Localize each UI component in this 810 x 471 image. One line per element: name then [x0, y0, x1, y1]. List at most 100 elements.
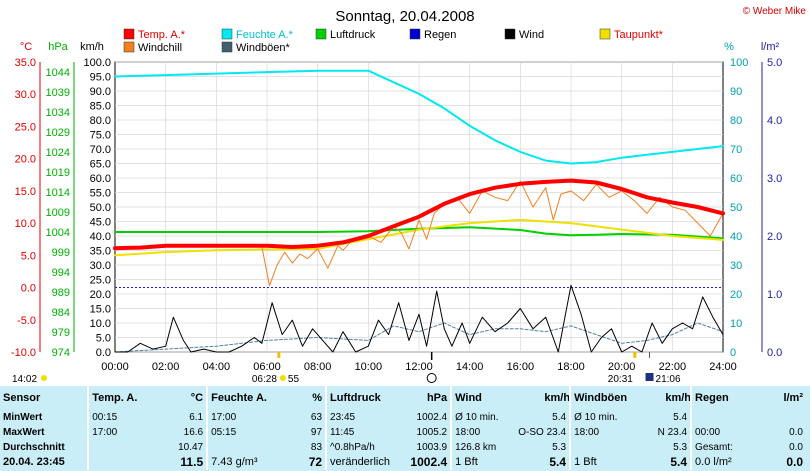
wind-value: 5.4	[549, 455, 567, 469]
gust-time: 18:00	[569, 425, 612, 440]
series-layer	[113, 69, 725, 353]
tick-label: 0.0	[96, 347, 111, 359]
temp-time: 00:15	[87, 410, 156, 425]
wind-distance: 126.8 km	[450, 440, 542, 455]
x-tick-label: 08:00	[304, 361, 332, 373]
legend-label: Windböen*	[236, 42, 291, 54]
hum-value: 97	[310, 427, 323, 438]
gust-value: 5.4	[673, 412, 688, 423]
legend-label: Luftdruck	[330, 29, 376, 41]
rain-value	[753, 410, 806, 425]
tick-label: 90.0	[90, 86, 111, 98]
legend-swatch	[409, 28, 421, 40]
tick-label: -10.0	[11, 347, 36, 359]
temp-unit: °C	[190, 392, 204, 404]
tick-label: 10	[730, 318, 742, 330]
clock-icon	[426, 373, 437, 383]
tick-label: 70.0	[90, 144, 111, 156]
wind-header: Wind	[450, 386, 542, 410]
tick-label: 0	[730, 347, 736, 359]
legend-swatch	[504, 28, 516, 40]
wind-dir-value: O-SO 23.4	[518, 427, 567, 438]
wind-axis-label: km/h	[80, 41, 104, 53]
x-tick-label: 04:00	[203, 361, 231, 373]
legend-label: Wind	[519, 29, 544, 41]
rain-axis-label: l/m²	[761, 41, 780, 53]
tick-label: 30.0	[90, 260, 111, 272]
tick-label: 15.0	[15, 186, 36, 198]
tick-label: 80.0	[90, 115, 111, 127]
tick-label: 50.0	[90, 202, 111, 214]
tick-label: 3.0	[767, 173, 782, 185]
hum-value: 63	[310, 412, 323, 423]
x-tick-label: 22:00	[659, 361, 687, 373]
rain-total-label: Gesamt:	[690, 440, 753, 455]
tick-label: 0.0	[21, 283, 36, 295]
tick-label: 979	[52, 327, 70, 339]
gust-value: 5.3	[673, 442, 688, 453]
tick-label: 0.0	[767, 347, 782, 359]
rain-value: 0.0	[786, 455, 803, 469]
tick-label: 75.0	[90, 130, 111, 142]
grid	[114, 61, 724, 353]
tick-label: 60	[730, 173, 742, 185]
temp-time	[87, 440, 156, 455]
series-windben-line	[114, 322, 724, 353]
tick-label: 1009	[46, 207, 70, 219]
tick-label: 1039	[46, 87, 70, 99]
tick-label: 35.0	[90, 246, 111, 258]
x-tick-label: 18:00	[557, 361, 585, 373]
tick-label: 1044	[46, 67, 70, 79]
tick-label: 1004	[46, 227, 70, 239]
press-tendency: veränderlich	[325, 455, 398, 470]
tick-label: 1.0	[767, 289, 782, 301]
gust-bft: 1 Bft	[569, 455, 663, 470]
tick-label: 80	[730, 115, 742, 127]
stats-row-min: MinWert 00:15 6.1 17:00 63 23:45 1002.4 …	[0, 410, 806, 425]
gust-dir-value: N 23.4	[657, 427, 688, 438]
sensor-header: Sensor	[3, 392, 41, 404]
tick-label: 10.0	[15, 218, 36, 230]
weather-chart: Sonntag, 20.04.2008 © Weber Mike °C hPa …	[11, 6, 807, 385]
tick-label: 20.0	[15, 154, 36, 166]
tick-label: 989	[52, 287, 70, 299]
tick-label: 5.0	[767, 57, 782, 69]
row-label: Durchschnitt	[3, 442, 65, 453]
sunrise-value: 55	[288, 374, 300, 385]
rain-amount: 0.0 l/m²	[690, 455, 753, 470]
tick-label: 70	[730, 144, 742, 156]
series-windchill-line	[114, 180, 724, 287]
rain-time	[690, 410, 753, 425]
chart-svg: Sonntag, 20.04.2008 © Weber Mike °C hPa …	[11, 6, 807, 385]
tick-label: 65.0	[90, 159, 111, 171]
tick-label: 85.0	[90, 101, 111, 113]
sunrise-dot-icon	[279, 375, 286, 381]
hum-header: Feuchte A.	[206, 386, 279, 410]
wind-bft: 1 Bft	[450, 455, 542, 470]
rain-time: 00:00	[690, 425, 753, 440]
series-taupunkt-line	[114, 218, 724, 257]
legend-swatch	[599, 28, 611, 40]
temp-axis-label: °C	[20, 41, 32, 53]
moon-label: 21:06	[656, 374, 681, 385]
tick-label: -5.0	[17, 315, 36, 327]
rain-unit: l/m²	[783, 392, 803, 404]
tick-label: 45.0	[90, 217, 111, 229]
tick-label: 1014	[46, 187, 70, 199]
series-wind-line	[114, 284, 724, 353]
sunset-label: 20:31	[608, 374, 633, 385]
press-value: 1003.9	[416, 442, 448, 453]
hum-time	[206, 440, 279, 455]
legend-swatch	[123, 28, 135, 40]
tick-label: 1019	[46, 167, 70, 179]
pressure-axis-label: hPa	[48, 41, 68, 53]
hum-time: 17:00	[206, 410, 279, 425]
wind-unit: km/h	[544, 392, 571, 404]
tick-label: 50	[730, 202, 742, 214]
tick-label: 20	[730, 289, 742, 301]
legend-label: Temp. A.*	[138, 29, 186, 41]
rain-header: Regen	[690, 386, 753, 410]
humidity-axis-label: %	[724, 41, 734, 53]
tick-label: 2.0	[767, 231, 782, 243]
tick-label: 90	[730, 86, 742, 98]
